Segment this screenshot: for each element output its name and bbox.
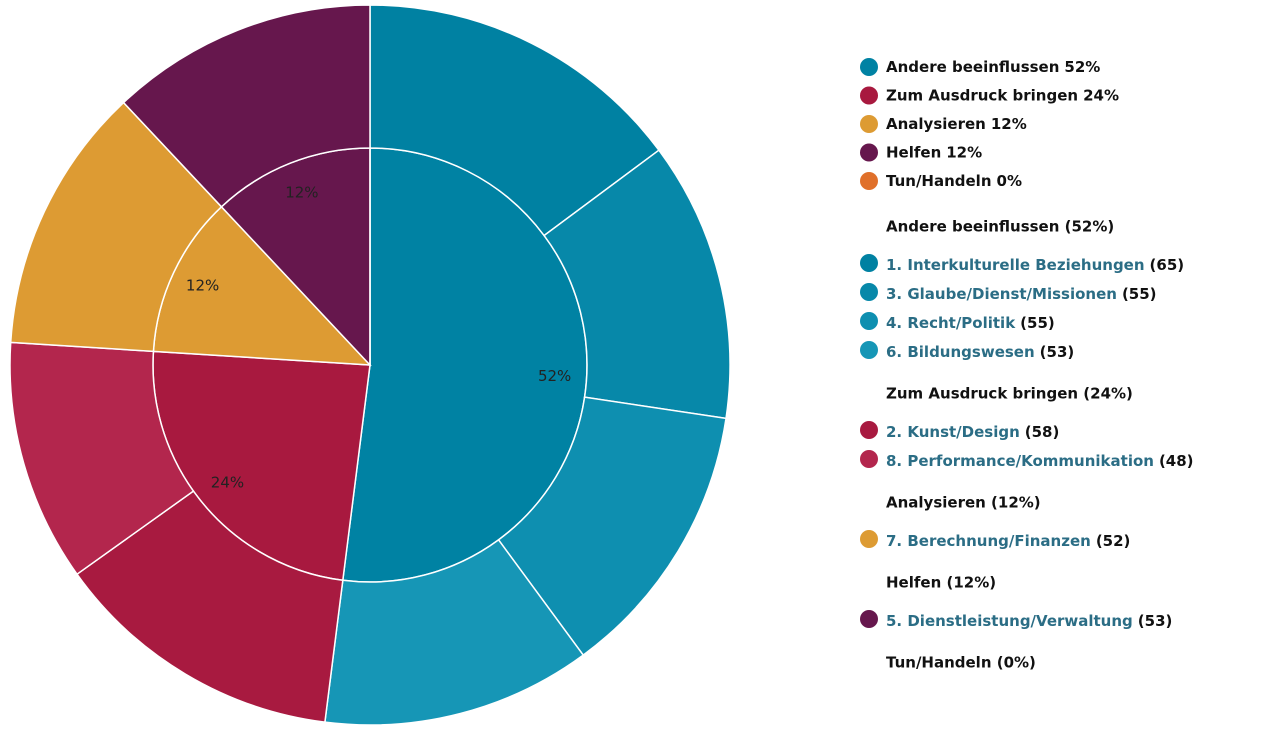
slice-label: 12% — [285, 183, 318, 201]
legend-value: (53) — [1040, 343, 1075, 361]
group-heading: Analysieren (12%) — [886, 494, 1041, 512]
legend-entry: 8. Performance/Kommunikation (48) — [886, 452, 1194, 470]
legend-entry: 4. Recht/Politik (55) — [886, 314, 1055, 332]
outer-slice — [369, 4, 660, 237]
legend-value: 12% — [991, 115, 1027, 133]
legend-value: (53) — [1138, 612, 1173, 630]
legend-value: (48) — [1159, 452, 1194, 470]
legend-value: 0% — [997, 172, 1022, 190]
outer-slice — [122, 4, 371, 208]
legend-dot — [860, 283, 878, 301]
legend-dot — [860, 341, 878, 359]
legend-name: Zum Ausdruck bringen — [886, 86, 1078, 104]
legend-dot — [860, 115, 878, 133]
legend-dot — [860, 86, 878, 105]
legend-value: (65) — [1150, 256, 1185, 274]
legend-entry: 5. Dienstleistung/Verwaltung (53) — [886, 612, 1172, 630]
legend-dot — [860, 312, 878, 330]
legend-name: Tun/Handeln — [886, 172, 992, 190]
slice-label: 12% — [186, 277, 219, 295]
legend-entry: 2. Kunst/Design (58) — [886, 423, 1059, 441]
legend-entry: 6. Bildungswesen (53) — [886, 343, 1074, 361]
legend-name: Analysieren — [886, 115, 986, 133]
slice-label: 24% — [211, 473, 244, 491]
legend-entry: Analysieren 12% — [886, 115, 1027, 133]
legend-entry: Helfen 12% — [886, 143, 982, 161]
legend-name: Andere beeinflussen — [886, 58, 1059, 76]
legend-value: 52% — [1064, 58, 1100, 76]
legend-dot — [860, 450, 878, 468]
legend-dot — [860, 610, 878, 628]
group-heading: Helfen (12%) — [886, 574, 996, 592]
legend-name: 5. Dienstleistung/Verwaltung — [886, 612, 1133, 630]
legend-name: 2. Kunst/Design — [886, 423, 1020, 441]
legend-dot — [860, 254, 878, 272]
legend-name: 3. Glaube/Dienst/Missionen — [886, 285, 1117, 303]
legend-entry: Tun/Handeln 0% — [886, 172, 1022, 190]
legend-entry: 3. Glaube/Dienst/Missionen (55) — [886, 285, 1157, 303]
legend-name: 7. Berechnung/Finanzen — [886, 532, 1091, 550]
legend-entry: 7. Berechnung/Finanzen (52) — [886, 532, 1130, 550]
legend-entry: Andere beeinflussen 52% — [886, 58, 1100, 76]
group-heading: Zum Ausdruck bringen (24%) — [886, 385, 1133, 403]
legend-dot — [860, 421, 878, 439]
legend-dot — [860, 530, 878, 548]
legend-entry: Zum Ausdruck bringen 24% — [886, 86, 1119, 104]
legend-name: 8. Performance/Kommunikation — [886, 452, 1154, 470]
legend-value: (55) — [1020, 314, 1055, 332]
legend-value: (55) — [1122, 285, 1157, 303]
group-heading: Tun/Handeln (0%) — [886, 654, 1036, 672]
legend-name: 4. Recht/Politik — [886, 314, 1016, 332]
legend-dot — [860, 58, 878, 76]
legend-dot — [860, 143, 878, 162]
legend-name: 6. Bildungswesen — [886, 343, 1035, 361]
group-heading: Andere beeinflussen (52%) — [886, 218, 1114, 236]
slice-label: 52% — [538, 367, 571, 385]
legend-dot — [860, 172, 878, 190]
legend-value: 12% — [946, 143, 982, 161]
legend-entry: 1. Interkulturelle Beziehungen (65) — [886, 256, 1184, 274]
legend-value: 24% — [1083, 86, 1119, 104]
legend-name: 1. Interkulturelle Beziehungen — [886, 256, 1145, 274]
legend-value: (52) — [1096, 532, 1131, 550]
legend-name: Helfen — [886, 143, 941, 161]
legend-value: (58) — [1025, 423, 1060, 441]
